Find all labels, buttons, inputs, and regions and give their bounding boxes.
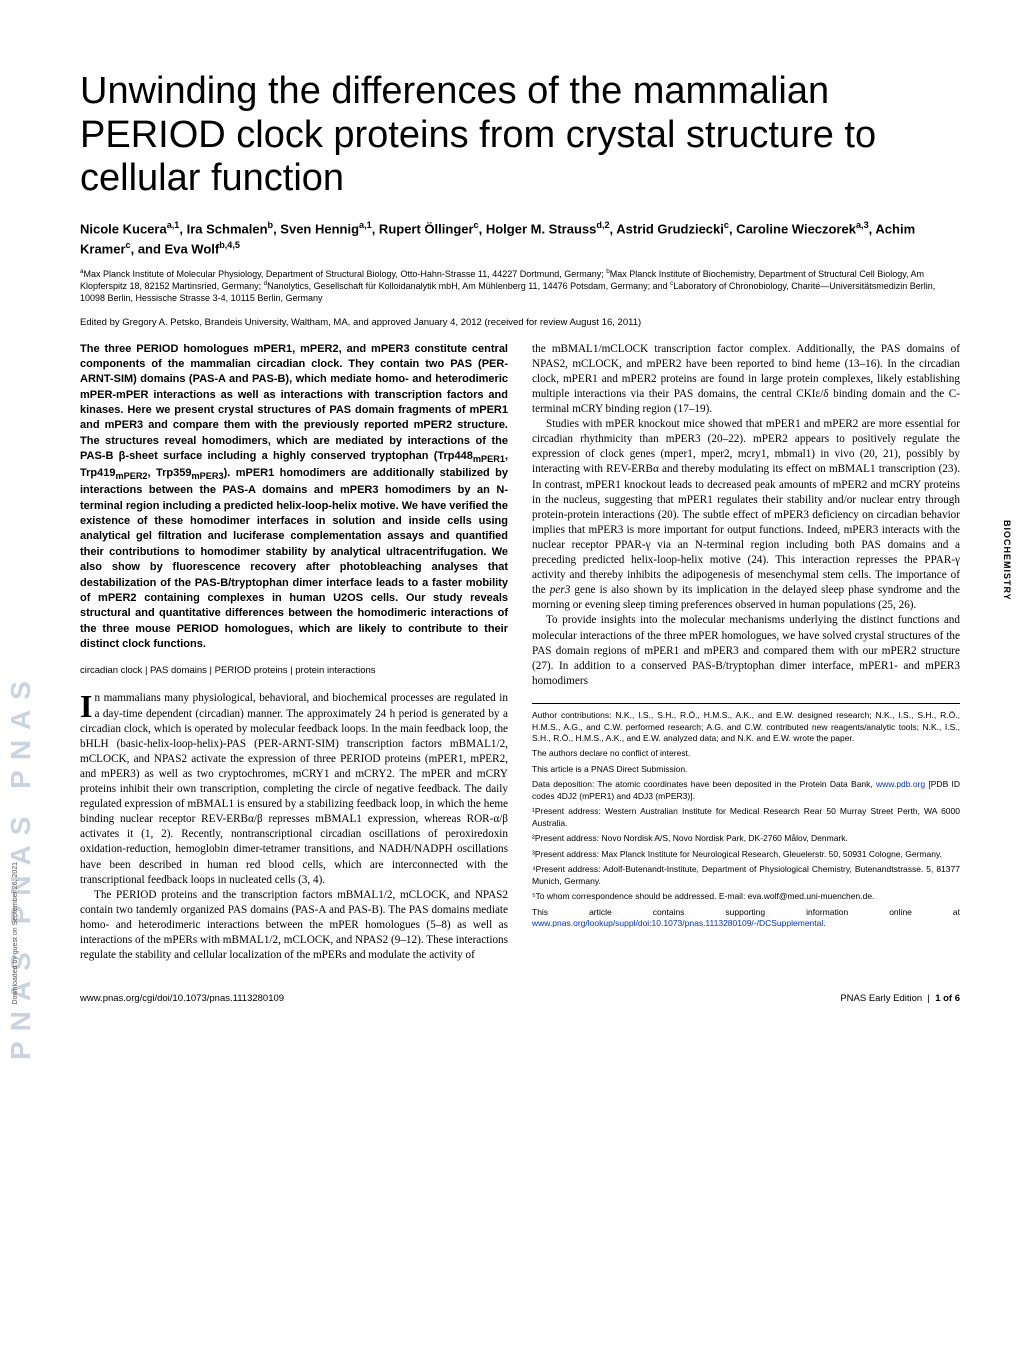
keywords: circadian clock | PAS domains | PERIOD p…	[80, 665, 508, 678]
article-title: Unwinding the differences of the mammali…	[80, 70, 960, 201]
data-deposition: Data deposition: The atomic coordinates …	[532, 779, 960, 802]
download-note: Downloaded by guest on September 26, 202…	[12, 862, 19, 1004]
correspondence: ⁵To whom correspondence should be addres…	[532, 891, 960, 902]
affiliations: aMax Planck Institute of Molecular Physi…	[80, 268, 960, 304]
section-label: BIOCHEMISTRY	[1002, 520, 1012, 601]
footnotes: Author contributions: N.K., I.S., S.H., …	[532, 710, 960, 930]
dropcap: I	[80, 691, 94, 720]
footer-page-number: PNAS Early Edition | 1 of 6	[840, 993, 960, 1004]
body-p2: The PERIOD proteins and the transcriptio…	[80, 888, 508, 964]
page-content: Unwinding the differences of the mammali…	[0, 0, 1020, 1044]
author-contributions: Author contributions: N.K., I.S., S.H., …	[532, 710, 960, 744]
present-address-4: ⁴Present address: Adolf-Butenandt-Instit…	[532, 864, 960, 887]
conflict-statement: The authors declare no conflict of inter…	[532, 748, 960, 759]
footnotes-rule	[532, 703, 960, 704]
footer-doi: www.pnas.org/cgi/doi/10.1073/pnas.111328…	[80, 993, 284, 1004]
authors-line: Nicole Kuceraa,1, Ira Schmalenb, Sven He…	[80, 219, 960, 258]
abstract: The three PERIOD homologues mPER1, mPER2…	[80, 342, 508, 653]
body-p3: the mBMAL1/mCLOCK transcription factor c…	[532, 342, 960, 418]
present-address-2: ²Present address: Novo Nordisk A/S, Novo…	[532, 833, 960, 844]
body-p5: To provide insights into the molecular m…	[532, 613, 960, 689]
edited-by: Edited by Gregory A. Petsko, Brandeis Un…	[80, 317, 960, 328]
two-column-body: The three PERIOD homologues mPER1, mPER2…	[80, 342, 960, 964]
supplemental-info: This article contains supporting informa…	[532, 907, 960, 930]
body-p4: Studies with mPER knockout mice showed t…	[532, 417, 960, 613]
present-address-3: ³Present address: Max Planck Institute f…	[532, 849, 960, 860]
present-address-1: ¹Present address: Western Australian Ins…	[532, 806, 960, 829]
body-p1: In mammalians many physiological, behavi…	[80, 691, 508, 887]
pnas-sidebar-logo: PNAS PNAS PNAS	[6, 160, 36, 1060]
page-footer: www.pnas.org/cgi/doi/10.1073/pnas.111328…	[80, 963, 960, 1004]
direct-submission: This article is a PNAS Direct Submission…	[532, 764, 960, 775]
